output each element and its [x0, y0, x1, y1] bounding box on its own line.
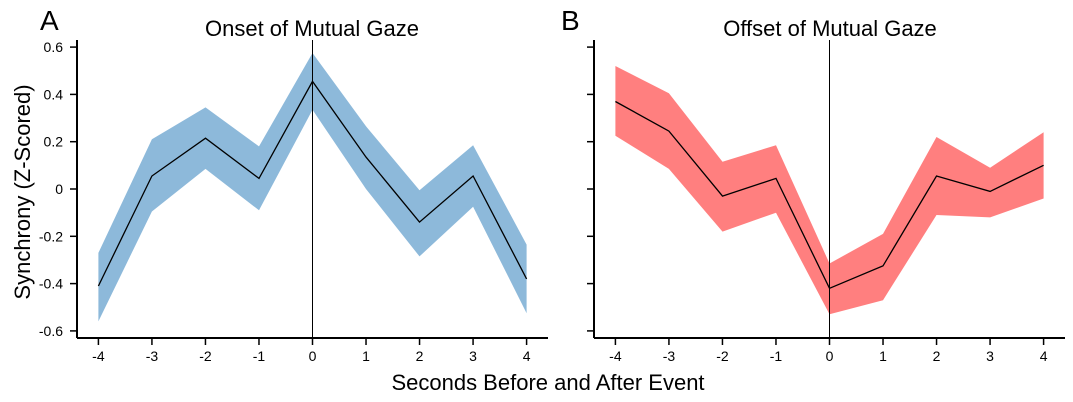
x-tick-label: 1	[879, 348, 887, 364]
panel-b: B Offset of Mutual Gaze -4 -3 -2 -1 0 1 2 3 4	[561, 5, 1065, 364]
x-tick-label: 2	[933, 348, 941, 364]
y-axis-label: Synchrony (Z-Scored)	[10, 84, 35, 299]
x-axis-label: Seconds Before and After Event	[391, 370, 704, 395]
panel-a: A Onset of Mutual Gaze -4 -3 -2 -1 0 1 2 3 4 0.6 0.4…	[39, 5, 548, 364]
x-tick-label: -4	[609, 348, 622, 364]
x-tick-label: 0	[309, 348, 317, 364]
y-tick-label: -0.2	[39, 228, 63, 244]
x-tick-label: -3	[146, 348, 159, 364]
confidence-band	[98, 53, 527, 322]
x-tick-label: 1	[362, 348, 370, 364]
x-tick-label: 3	[986, 348, 994, 364]
x-tick-label: 2	[416, 348, 424, 364]
panels: A Onset of Mutual Gaze -4 -3 -2 -1 0 1 2 3 4 0.6 0.4…	[39, 5, 1065, 364]
y-tick-label: -0.6	[39, 323, 63, 339]
panel-title: Offset of Mutual Gaze	[723, 16, 937, 41]
y-tick-label: 0	[55, 181, 63, 197]
x-tick-label: 3	[469, 348, 477, 364]
panel-letter: B	[561, 5, 580, 36]
y-tick-label: 0.4	[44, 86, 64, 102]
x-tick-label: -2	[199, 348, 212, 364]
x-tick-label: 4	[1040, 348, 1048, 364]
x-tick-label: -1	[770, 348, 783, 364]
x-tick-label: -4	[92, 348, 105, 364]
y-tick-label: -0.4	[39, 276, 63, 292]
x-tick-label: 0	[826, 348, 834, 364]
x-tick-label: -2	[716, 348, 729, 364]
y-tick-label: 0.2	[44, 134, 64, 150]
x-tick-label: -3	[663, 348, 676, 364]
x-tick-label: 4	[523, 348, 531, 364]
x-tick-label: -1	[253, 348, 266, 364]
panel-title: Onset of Mutual Gaze	[205, 16, 419, 41]
panel-letter: A	[40, 5, 59, 36]
y-tick-label: 0.6	[44, 39, 64, 55]
